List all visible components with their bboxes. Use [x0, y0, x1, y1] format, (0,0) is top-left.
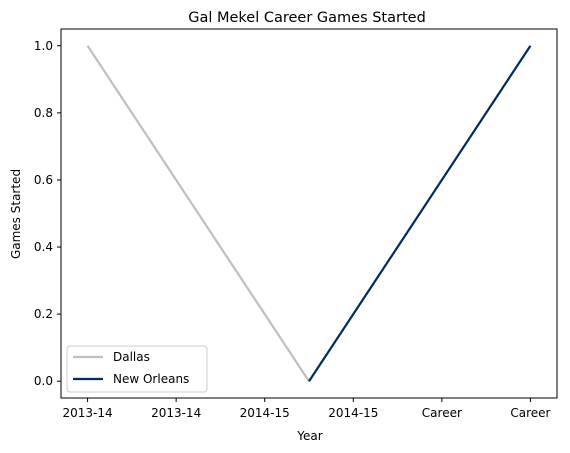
y-axis-ticks: 0.0 0.2 0.4 0.6 0.8 1.0: [34, 39, 61, 388]
series-line-2: [308, 45, 532, 382]
y-tick-label: 0.2: [34, 307, 53, 321]
x-tick-label: Career: [422, 406, 462, 420]
x-tick-label: 2014-15: [328, 406, 378, 420]
y-tick-label: 0.8: [34, 106, 53, 120]
plot-area: [60, 28, 558, 399]
plot-background: [61, 29, 557, 398]
y-tick-label: 0.0: [34, 374, 53, 388]
y-tick-label: 0.6: [34, 173, 53, 187]
legend: Dallas New Orleans: [66, 345, 208, 393]
x-tick-label: Career: [510, 406, 550, 420]
x-tick-label: 2013-14: [63, 406, 113, 420]
legend-label-2: New Orleans: [113, 372, 189, 386]
series-layer: [86, 45, 532, 382]
x-axis-label: Year: [296, 429, 322, 443]
legend-label-1: Dallas: [113, 350, 150, 364]
y-axis-label: Games Started: [9, 169, 23, 259]
x-tick-label: 2014-15: [240, 406, 290, 420]
x-axis-ticks: 2013-14 2013-14 2014-15 2014-15 Career Career: [63, 398, 551, 420]
y-tick-label: 0.4: [34, 240, 53, 254]
series-line-1: [86, 45, 310, 382]
plot-frame: [60, 28, 558, 399]
chart-title: Gal Mekel Career Games Started: [188, 10, 426, 26]
x-tick-label: 2013-14: [151, 406, 201, 420]
y-tick-label: 1.0: [34, 39, 53, 53]
